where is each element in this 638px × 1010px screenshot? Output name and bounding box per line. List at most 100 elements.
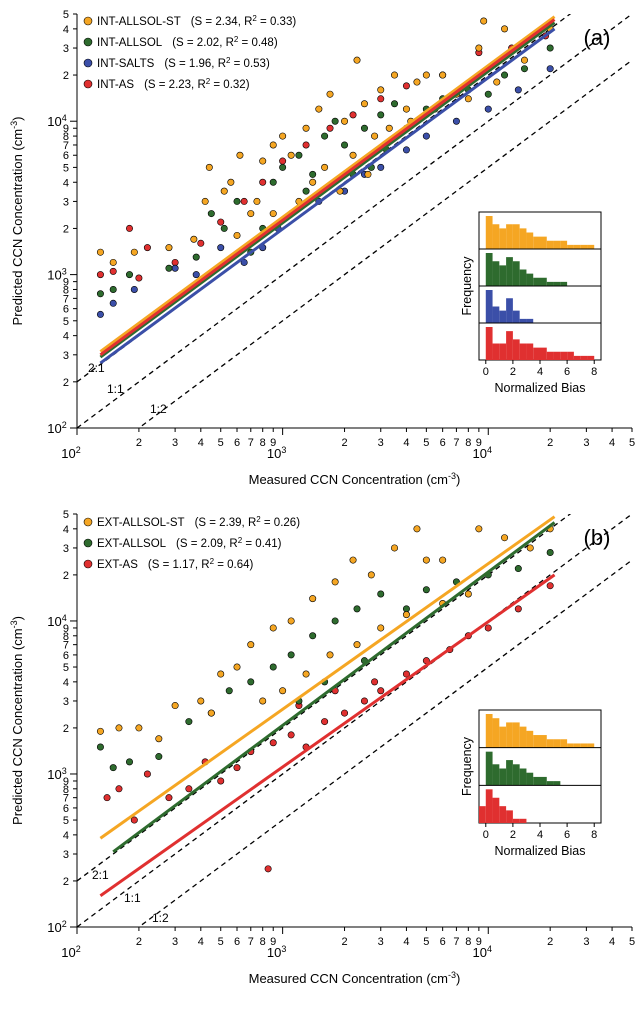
x-minor-label: 3 <box>583 437 589 449</box>
x-minor-label: 2 <box>547 437 553 449</box>
inset-hist-bar <box>587 355 595 360</box>
y-minor-label: 3 <box>63 849 69 861</box>
scatter-point <box>125 271 133 279</box>
legend-marker <box>83 559 93 569</box>
scatter-point <box>295 151 303 159</box>
x-tick-exp: 4 <box>487 944 492 954</box>
x-minor-label: 9 <box>270 437 276 449</box>
x-tick-label: 102 <box>61 944 80 960</box>
inset-hist-bar <box>512 764 520 786</box>
y-minor-label: 9 <box>63 123 69 135</box>
inset-hist-bar <box>492 306 500 323</box>
scatter-point <box>484 90 492 98</box>
inset-hist-bar <box>546 781 554 786</box>
inset-hist-bar <box>519 269 527 286</box>
x-tick-exp: 2 <box>76 944 81 954</box>
scatter-point <box>269 663 277 671</box>
legend-stats-end: = 0.53) <box>230 58 269 70</box>
scatter-point <box>217 218 225 226</box>
y-minor-label: 5 <box>63 509 69 521</box>
inset-hist-bar <box>506 810 513 823</box>
ratio-label: 2:1 <box>88 361 105 375</box>
inset-hist-bar <box>506 331 513 360</box>
y-tick-exp: 4 <box>62 113 67 123</box>
x-minor-label: 7 <box>453 936 459 948</box>
y-tick-label: 102 <box>47 919 66 935</box>
y-axis-label-sup: -3 <box>9 121 19 129</box>
scatter-point <box>377 163 385 171</box>
x-axis-label-sup: -3 <box>448 970 456 980</box>
scatter-point <box>247 678 255 686</box>
inset-hist-bar <box>526 273 534 286</box>
panel-a: 1021022233445566778899103103223344556677… <box>9 9 635 487</box>
panel-b: 1021022233445566778899103103223344556677… <box>9 509 635 986</box>
inset-hist-bar <box>573 355 581 360</box>
inset-hist-bar <box>499 726 507 748</box>
scatter-point <box>253 197 261 205</box>
ratio-label: 2:1 <box>92 868 109 882</box>
inset-hist-bar <box>506 760 513 786</box>
x-minor-label: 9 <box>476 936 482 948</box>
y-tick-exp: 3 <box>62 766 67 776</box>
scatter-point <box>439 71 447 79</box>
y-minor-label: 3 <box>63 43 69 55</box>
y-minor-label: 4 <box>63 24 69 36</box>
scatter-point <box>341 709 349 717</box>
y-minor-label: 8 <box>63 784 69 796</box>
legend-marker <box>83 16 93 26</box>
scatter-point <box>422 71 430 79</box>
x-tick-label: 103 <box>267 944 286 960</box>
inset-hist-bar <box>519 818 527 823</box>
scatter-point <box>321 718 329 726</box>
scatter-point <box>135 724 143 732</box>
x-minor-label: 8 <box>465 437 471 449</box>
scatter-point <box>287 151 295 159</box>
scatter-point <box>227 178 235 186</box>
scatter-point <box>331 617 339 625</box>
inset-hist-bar <box>553 351 561 360</box>
x-tick-label: 104 <box>473 445 492 461</box>
y-axis-label-end: ) <box>10 616 25 620</box>
scatter-point <box>236 151 244 159</box>
x-minor-label: 5 <box>423 437 429 449</box>
legend-stats-end: = 0.26) <box>261 517 300 529</box>
inset-hist-bar <box>573 743 581 748</box>
scatter-point <box>115 785 123 793</box>
y-minor-label: 5 <box>63 162 69 174</box>
inset-x-tick-label: 6 <box>564 829 570 841</box>
panel-tag: (a) <box>584 25 611 50</box>
inset-hist-bar <box>526 730 534 748</box>
ratio-label: 1:1 <box>124 891 141 905</box>
inset-hist-bar <box>533 236 540 249</box>
scatter-point <box>135 274 143 282</box>
inset-hist-bar <box>479 806 486 823</box>
scatter-point <box>364 170 372 178</box>
scatter-point <box>353 641 361 649</box>
inset-x-tick-label: 2 <box>510 829 516 841</box>
scatter-point <box>143 244 151 252</box>
inset-hist-bar <box>540 735 547 748</box>
scatter-point <box>220 224 228 232</box>
scatter-point <box>269 624 277 632</box>
y-tick-exp: 3 <box>62 267 67 277</box>
x-minor-label: 5 <box>218 936 224 948</box>
scatter-point <box>385 124 393 132</box>
y-minor-label: 9 <box>63 277 69 289</box>
legend-marker <box>83 58 93 68</box>
inset-y-label: Frequency <box>460 256 474 316</box>
scatter-point <box>413 525 421 533</box>
scatter-point <box>484 624 492 632</box>
legend-series-name: EXT-ALLSOL <box>97 538 167 550</box>
inset-hist-bar <box>540 347 547 360</box>
scatter-point <box>475 525 483 533</box>
scatter-point <box>302 141 310 149</box>
inset-hist-bar <box>587 743 595 748</box>
panel-tag: (b) <box>584 525 611 550</box>
scatter-point <box>391 100 399 108</box>
scatter-point <box>109 258 117 266</box>
legend-series-name: INT-SALTS <box>97 58 155 70</box>
y-minor-label: 7 <box>63 640 69 652</box>
x-minor-label: 3 <box>172 936 178 948</box>
scatter-point <box>287 617 295 625</box>
plot-area <box>77 14 632 428</box>
